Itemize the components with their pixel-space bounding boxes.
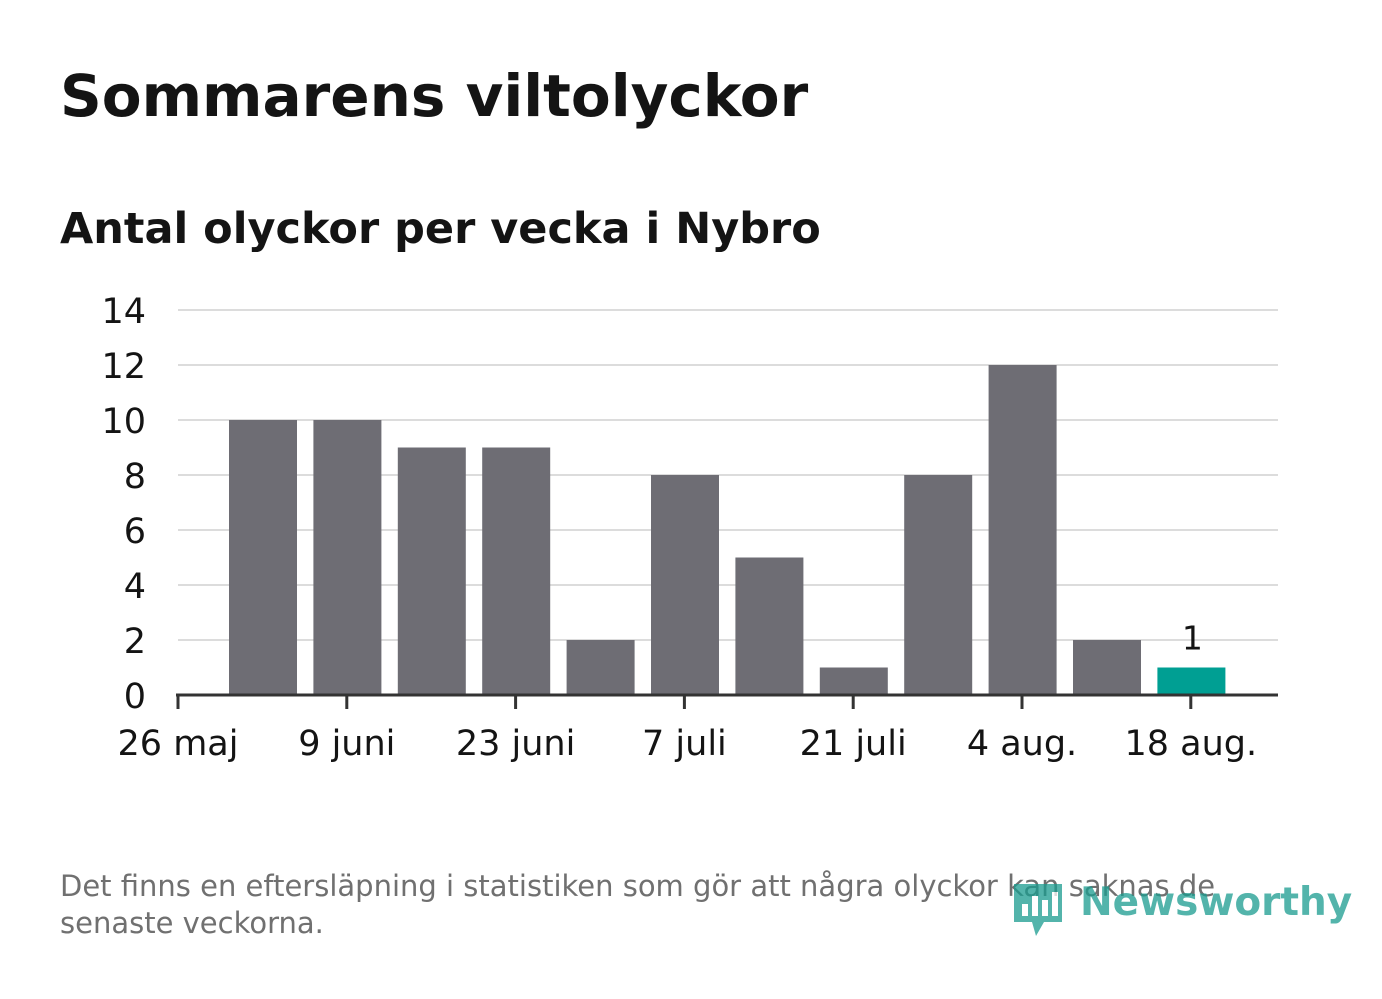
newsworthy-logo: Newsworthy: [1010, 878, 1352, 940]
logo-text: Newsworthy: [1080, 880, 1353, 925]
bar-11: [1073, 640, 1141, 695]
x-tick-label: 26 maj: [118, 724, 239, 764]
bar-8: [819, 667, 888, 695]
bar-chart: 0 2 4 6 8 10 12 14 1 26 maj 9 juni 23 juni 7 juli 21 …: [101, 292, 1278, 764]
bar-5: [566, 640, 635, 695]
x-tick-label: 7 juli: [642, 724, 727, 764]
bar-4: [482, 447, 551, 695]
bar-2: [313, 420, 382, 695]
x-tick-label: 9 juni: [298, 724, 395, 764]
bar-3: [397, 447, 466, 695]
data-label: 1: [1182, 619, 1203, 658]
y-tick-label: 4: [124, 567, 146, 607]
bar-12: [1157, 667, 1226, 695]
x-tick-label: 23 juni: [456, 724, 575, 764]
bar-7: [735, 557, 804, 695]
x-tick-label: 4 aug.: [967, 724, 1077, 764]
y-tick-label: 6: [124, 512, 146, 552]
chart-title: Sommarens viltolyckor: [60, 62, 809, 130]
y-tick-label: 8: [124, 457, 146, 497]
y-tick-label: 10: [101, 402, 146, 442]
chart-subtitle: Antal olyckor per vecka i Nybro: [60, 204, 821, 254]
x-tick-label: 18 aug.: [1124, 724, 1257, 764]
bar-9: [904, 475, 973, 695]
x-tick-label: 21 juli: [800, 724, 907, 764]
bar-chart-speech-bubble-icon: [1014, 884, 1062, 936]
y-tick-label: 0: [124, 677, 146, 717]
y-tick-label: 14: [101, 292, 146, 332]
y-tick-label: 12: [101, 347, 146, 387]
bar-10: [988, 365, 1057, 695]
y-tick-label: 2: [124, 622, 146, 662]
bar-6: [651, 475, 719, 695]
bar-1: [229, 420, 297, 695]
